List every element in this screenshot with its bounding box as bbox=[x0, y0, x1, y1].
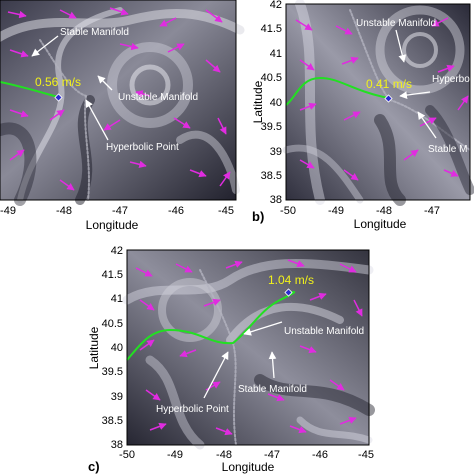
panel-a-frame bbox=[0, 0, 237, 201]
panel-a-xlabel: Longitude bbox=[86, 218, 139, 232]
y-tick: 41.5 bbox=[102, 269, 123, 281]
x-tick: -48 bbox=[216, 449, 232, 461]
y-tick: 39.5 bbox=[102, 366, 123, 378]
x-tick: -50 bbox=[280, 205, 296, 217]
y-tick: 40.5 bbox=[102, 318, 123, 330]
x-tick: -47 bbox=[264, 449, 280, 461]
panel-b-unstable-manifold-label: Unstable Manifold bbox=[356, 18, 436, 29]
panel-c-stable-manifold-label: Stable Manifold bbox=[238, 384, 307, 395]
x-tick: -50 bbox=[119, 449, 135, 461]
x-tick: -46 bbox=[168, 205, 184, 217]
y-tick: 39 bbox=[111, 391, 123, 403]
x-tick: -47 bbox=[112, 205, 128, 217]
x-tick: -46 bbox=[312, 449, 328, 461]
panel-a-unstable-manifold-label: Unstable Manifold bbox=[118, 92, 198, 103]
y-tick: 38 bbox=[270, 194, 282, 206]
x-tick: -49 bbox=[328, 205, 344, 217]
panel-c-frame bbox=[126, 249, 370, 446]
x-tick: -45 bbox=[358, 449, 374, 461]
panel-b-annotation-arrows bbox=[395, 29, 437, 139]
panel-a: 0.56 m/s Stable Manifold Unstable Manifo… bbox=[0, 0, 245, 232]
x-tick: -48 bbox=[56, 205, 72, 217]
panel-a-annotation-arrows bbox=[31, 35, 113, 141]
panel-c-annotation-arrows bbox=[203, 321, 283, 399]
y-tick: 40 bbox=[111, 342, 123, 354]
panel-b-hyperbolic-label: Hyperbo bbox=[432, 74, 470, 85]
y-tick: 39 bbox=[270, 146, 282, 158]
panel-b-letter: b) bbox=[252, 209, 264, 224]
panel-b-hyperbolic-marker bbox=[384, 94, 393, 103]
panel-c-velocity-arrows bbox=[135, 259, 363, 436]
y-tick: 38.5 bbox=[261, 170, 282, 182]
panel-a-x-axis: -49 -48 -47 -46 -45 Longitude bbox=[0, 205, 234, 232]
y-tick: 41.5 bbox=[261, 23, 282, 35]
panel-c-letter: c) bbox=[88, 459, 100, 474]
panel-c-speed-label: 1.04 m/s bbox=[268, 273, 314, 287]
y-tick: 38.5 bbox=[102, 415, 123, 427]
y-tick: 38 bbox=[111, 439, 123, 451]
x-tick: -45 bbox=[218, 205, 234, 217]
y-tick: 40 bbox=[270, 97, 282, 109]
y-tick: 42 bbox=[111, 245, 123, 257]
panel-b-x-axis: -50 -49 -48 -47 Longitude bbox=[280, 205, 440, 231]
x-tick: -49 bbox=[167, 449, 183, 461]
y-tick: 40.5 bbox=[261, 72, 282, 84]
panel-a-stable-manifold-label: Stable Manifold bbox=[60, 27, 129, 38]
panel-c-swirls bbox=[122, 258, 375, 450]
y-tick: 42 bbox=[270, 0, 282, 11]
panel-c-x-axis: -50 -49 -48 -47 -46 -45 Longitude bbox=[119, 449, 374, 474]
panel-a-hyperbolic-point-label: Hyperbolic Point bbox=[106, 142, 179, 153]
panel-b-speed-label: 0.41 m/s bbox=[366, 77, 412, 91]
panel-a-background bbox=[0, 0, 236, 200]
y-tick: 41 bbox=[270, 48, 282, 60]
panel-a-hyperbolic-marker bbox=[54, 93, 63, 102]
panel-c-background bbox=[127, 250, 369, 445]
panel-c-ylabel: Latitude bbox=[87, 326, 101, 369]
y-tick: 41 bbox=[111, 293, 123, 305]
panel-c-y-axis: 42 41.5 41 40.5 40 39.5 39 38.5 38 Latit… bbox=[87, 245, 123, 451]
panel-b-xlabel: Longitude bbox=[354, 217, 407, 231]
x-tick: -47 bbox=[424, 205, 440, 217]
panel-c-hyperbolic-marker bbox=[284, 288, 293, 297]
panel-a-swirls bbox=[0, 7, 245, 206]
panel-c-unstable-manifold-label: Unstable Manifold bbox=[284, 326, 364, 337]
x-tick: -49 bbox=[0, 205, 16, 217]
panel-b-y-axis: 42 41.5 41 40.5 40 39.5 39 38.5 38 Latit… bbox=[251, 0, 282, 206]
panel-b-frame bbox=[285, 3, 471, 201]
x-tick: -48 bbox=[376, 205, 392, 217]
panel-b: 0.41 m/s Unstable Manifold Hyperbo Stabl… bbox=[251, 0, 474, 231]
panel-c-hyperbolic-point-label: Hyperbolic Point bbox=[156, 404, 229, 415]
y-tick: 39.5 bbox=[261, 121, 282, 133]
panel-b-velocity-arrows bbox=[295, 17, 469, 181]
panel-b-background bbox=[286, 4, 470, 200]
panel-c-xlabel: Longitude bbox=[222, 460, 275, 474]
panel-b-ylabel: Latitude bbox=[251, 80, 265, 123]
panel-a-velocity-arrows bbox=[7, 7, 231, 191]
panel-a-trajectory bbox=[0, 81, 59, 98]
panel-c: 1.04 m/s Unstable Manifold Stable Manifo… bbox=[87, 245, 375, 474]
panel-b-stable-manifold-label: Stable M bbox=[428, 144, 467, 155]
panel-b-trajectory bbox=[285, 76, 389, 106]
panel-a-speed-label: 0.56 m/s bbox=[35, 75, 81, 89]
